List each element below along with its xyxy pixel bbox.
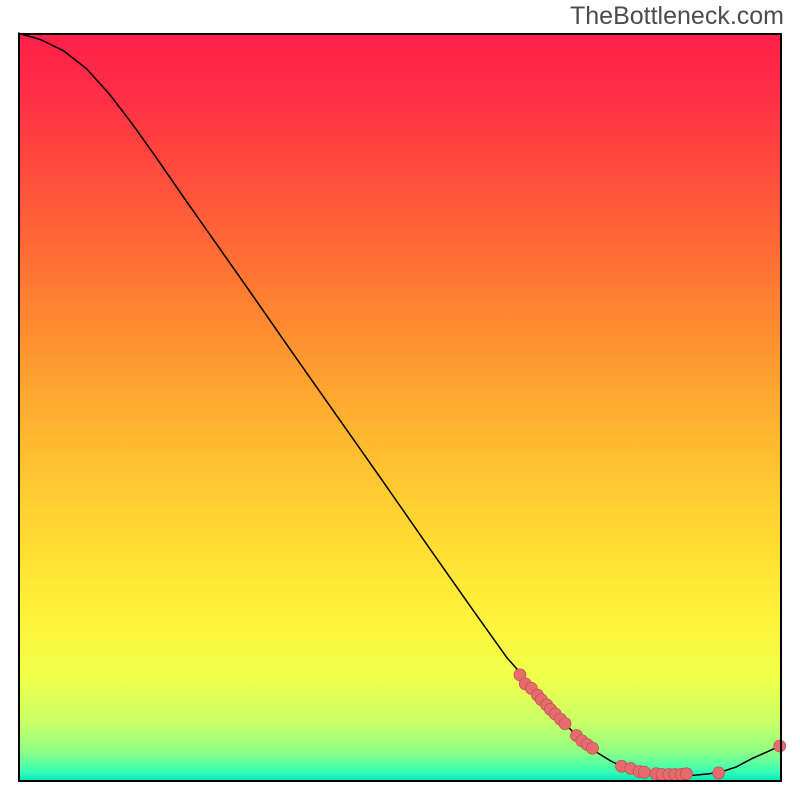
data-marker: [681, 768, 693, 780]
marker-group: [514, 669, 786, 781]
bottleneck-curve: [18, 33, 780, 775]
data-marker: [559, 718, 571, 730]
data-marker: [638, 766, 650, 778]
watermark-text: TheBottleneck.com: [570, 2, 784, 31]
plot-area: [18, 33, 782, 782]
data-marker: [774, 740, 786, 752]
data-marker: [713, 767, 725, 779]
chart-figure: TheBottleneck.com: [0, 0, 800, 800]
chart-overlay-svg: [18, 33, 782, 782]
data-marker: [587, 742, 599, 754]
